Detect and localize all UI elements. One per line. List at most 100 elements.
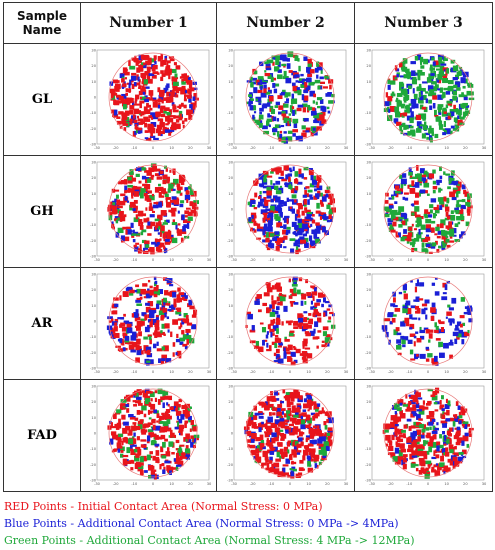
- contact-point: [393, 402, 397, 409]
- contact-point: [121, 331, 127, 336]
- contact-point: [147, 421, 153, 425]
- contact-point: [247, 414, 251, 420]
- contact-point: [460, 440, 465, 446]
- contact-point: [181, 453, 187, 459]
- contact-point: [127, 394, 133, 398]
- contact-point: [171, 291, 176, 298]
- contact-point: [316, 66, 323, 70]
- plot-frame: [233, 273, 346, 368]
- contact-point: [321, 449, 327, 456]
- contact-point: [146, 288, 150, 292]
- contact-point: [131, 331, 136, 337]
- contact-point: [400, 212, 406, 217]
- contact-point: [312, 107, 316, 114]
- contact-point: [162, 306, 165, 313]
- contact-point: [452, 464, 455, 469]
- contact-point: [328, 208, 332, 215]
- contact-point: [154, 434, 159, 440]
- contact-point: [251, 425, 255, 428]
- contact-point: [149, 132, 153, 136]
- contact-point: [289, 467, 293, 470]
- plot-gl-3: 30 20 10 0 -10 -20 -30 -30 -20 -10 0 10 20 30: [354, 43, 493, 156]
- contact-point: [159, 231, 162, 237]
- contact-point: [178, 424, 184, 429]
- contact-point: [184, 89, 187, 93]
- contact-point: [461, 423, 465, 426]
- contact-point: [154, 186, 159, 193]
- contact-point: [452, 188, 457, 194]
- contact-point: [259, 85, 263, 90]
- contact-point: [314, 221, 320, 226]
- contact-point: [277, 111, 282, 114]
- x-tick-label: 0: [426, 482, 429, 486]
- contact-point: [433, 232, 437, 235]
- contact-point: [166, 302, 170, 306]
- contact-point: [169, 58, 175, 61]
- contact-point: [266, 58, 270, 63]
- contact-point: [402, 96, 408, 101]
- y-tick-label: 10: [91, 191, 96, 195]
- contact-point: [137, 129, 141, 134]
- contact-point: [133, 455, 139, 461]
- contact-point: [452, 104, 456, 109]
- contact-point: [383, 429, 389, 433]
- contact-point: [142, 336, 148, 340]
- contact-point: [272, 462, 279, 468]
- y-tick-label: 30: [91, 272, 96, 276]
- contact-point: [394, 410, 397, 414]
- contact-point: [291, 93, 294, 99]
- contact-point: [291, 128, 298, 132]
- contact-point: [431, 282, 435, 286]
- contact-point: [461, 322, 465, 326]
- y-tick-label: -10: [365, 335, 372, 339]
- contact-point: [429, 208, 433, 213]
- y-tick-label: 20: [366, 288, 371, 292]
- contact-point: [434, 277, 438, 280]
- contact-point: [119, 404, 123, 410]
- contact-point: [441, 131, 446, 135]
- contact-point: [466, 443, 469, 448]
- y-tick-label: 0: [93, 207, 96, 211]
- contact-point: [468, 432, 472, 437]
- contact-point: [384, 331, 389, 337]
- contact-point: [301, 103, 308, 107]
- contact-point: [411, 223, 414, 227]
- contact-point: [302, 89, 308, 93]
- contact-point: [273, 88, 277, 93]
- contact-point: [141, 428, 147, 432]
- contact-point: [311, 179, 317, 185]
- contact-point: [398, 103, 405, 106]
- contact-point: [130, 229, 133, 233]
- contact-point: [406, 130, 411, 136]
- contact-point: [129, 97, 134, 103]
- contact-point: [280, 63, 286, 66]
- contact-point: [129, 174, 133, 178]
- contact-point: [414, 296, 419, 302]
- contact-point: [281, 294, 286, 297]
- contact-point: [250, 414, 253, 421]
- contact-point: [395, 435, 400, 440]
- contact-point: [299, 83, 306, 88]
- contact-point: [190, 419, 194, 425]
- contact-point: [162, 299, 167, 303]
- contact-point: [165, 197, 168, 203]
- contact-point: [402, 87, 407, 92]
- contact-point: [398, 450, 403, 456]
- contact-point: [296, 107, 302, 111]
- plot-fad-3: 30 20 10 0 -10 -20 -30 -30 -20 -10 0 10 20 30: [354, 379, 493, 492]
- contact-point: [419, 433, 425, 439]
- contact-point: [166, 59, 171, 63]
- contact-point: [182, 104, 187, 108]
- contact-point: [161, 401, 165, 408]
- contact-point: [246, 430, 251, 436]
- contact-point: [454, 222, 458, 227]
- contact-point: [327, 303, 332, 307]
- contact-point: [296, 181, 302, 185]
- plot-gh-1: 30 20 10 0 -10 -20 -30 -30 -20 -10 0 10 20 30: [80, 155, 217, 268]
- contact-point: [313, 236, 319, 240]
- contact-point: [136, 448, 141, 455]
- contact-point: [307, 395, 312, 402]
- contact-point: [286, 448, 289, 454]
- contact-point: [128, 65, 135, 70]
- contact-point: [134, 94, 139, 99]
